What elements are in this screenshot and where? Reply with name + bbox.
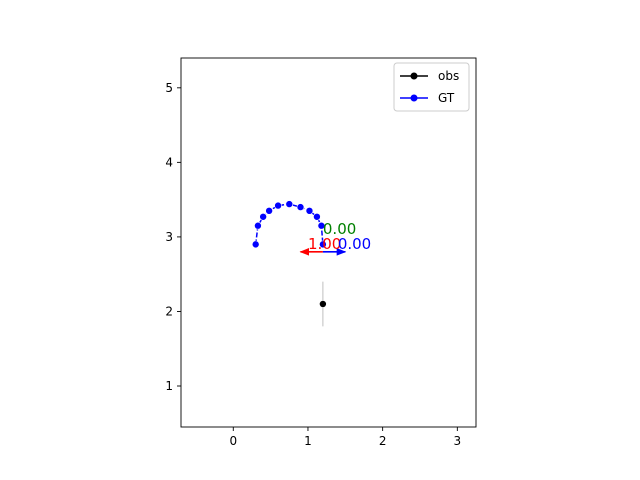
axes-frame [180, 57, 477, 428]
x-tick-label: 0 [229, 434, 237, 448]
axes: 0 1 2 3 1 2 3 4 5 [165, 57, 477, 448]
data-point-gt [274, 201, 282, 210]
annotation-label: 0.00 [323, 220, 356, 238]
y-tick-label: 5 [165, 81, 173, 95]
data-point-gt [254, 221, 262, 230]
legend-label: GT [438, 91, 455, 105]
legend-label: obs [438, 69, 459, 83]
y-tick-label: 2 [165, 304, 173, 318]
y-tick-label: 4 [165, 155, 173, 169]
x-tick-label: 3 [454, 434, 462, 448]
data-point-gt [265, 207, 273, 215]
y-tick-label: 1 [165, 379, 173, 393]
legend: obs GT [393, 62, 470, 112]
x-tick-label: 1 [304, 434, 312, 448]
data-point-obs [319, 300, 327, 308]
plot-area: 0.001.000.00 [251, 200, 371, 327]
data-point-gt [285, 200, 294, 208]
y-tick-label: 3 [165, 230, 173, 244]
data-point-gt [296, 203, 305, 211]
data-point-gt [317, 221, 326, 230]
annotation-label: 1.00 [308, 235, 341, 253]
legend-marker [410, 94, 418, 102]
data-point-gt [313, 212, 321, 221]
data-point-gt [259, 212, 267, 221]
data-point-gt [305, 207, 314, 215]
legend-marker [410, 72, 418, 80]
data-point-gt [251, 240, 260, 249]
data-point-gt [319, 240, 327, 249]
annotation-label: 0.00 [338, 235, 371, 253]
x-tick-label: 2 [379, 434, 387, 448]
